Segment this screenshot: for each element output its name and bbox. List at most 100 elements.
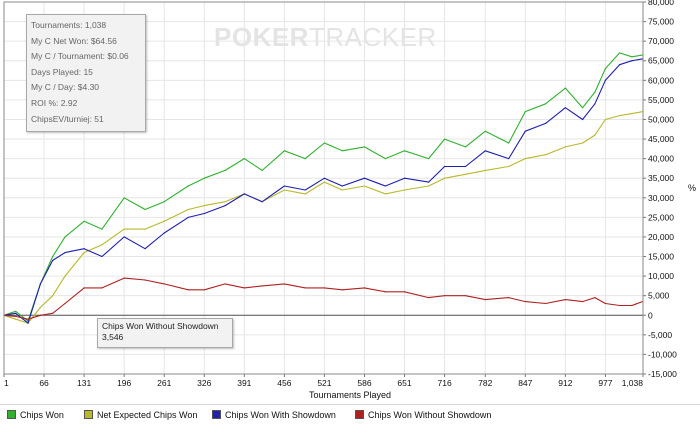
data-point-chips-won-with-showdown (203, 212, 205, 215)
data-point-chips-won-with-showdown (39, 283, 41, 285)
data-point-chips-won-with-showdown (363, 177, 366, 179)
x-tick-label: 66 (39, 378, 49, 388)
legend-item-net-expected[interactable]: Net Expected Chips Won (84, 410, 197, 420)
legend-item-chips-won[interactable]: Chips Won (7, 410, 64, 420)
data-point-chips-won-without-showdown (323, 287, 326, 289)
data-point-chips-won-with-showdown (224, 205, 226, 207)
data-point-net-expected-chips-won (144, 228, 146, 230)
data-point-chips-won (243, 158, 245, 160)
data-point-chips-won (508, 142, 510, 144)
data-point-chips-won (618, 52, 621, 54)
x-tick-label: 847 (518, 378, 532, 388)
data-point-chips-won (341, 150, 343, 152)
data-point-chips-won-without-showdown (261, 285, 263, 287)
data-point-net-expected-chips-won (631, 113, 633, 115)
data-point-chips-won (64, 236, 66, 238)
data-point-chips-won-with-showdown (163, 232, 165, 234)
data-point-net-expected-chips-won (582, 142, 584, 144)
data-point-chips-won-without-showdown (443, 295, 446, 297)
data-point-chips-won-with-showdown (582, 118, 584, 121)
legend-item-without-showdown[interactable]: Chips Won Without Showdown (355, 410, 491, 420)
legend-swatch-net-expected (84, 410, 93, 419)
data-point-chips-won-without-showdown (39, 314, 41, 316)
data-point-chips-won-with-showdown (508, 158, 510, 160)
data-point-chips-won-with-showdown (618, 64, 621, 66)
data-point-chips-won-without-showdown (604, 302, 607, 305)
data-point-chips-won (384, 158, 387, 160)
data-point-chips-won (83, 220, 85, 222)
data-point-chips-won-without-showdown (27, 318, 29, 320)
data-point-net-expected-chips-won (384, 193, 387, 195)
data-point-chips-won-without-showdown (341, 289, 343, 291)
data-point-net-expected-chips-won (427, 185, 430, 187)
data-point-chips-won (564, 87, 566, 89)
data-point-chips-won-with-showdown (403, 177, 406, 179)
data-point-chips-won-with-showdown (64, 252, 66, 254)
watermark-part2: TRACKER (308, 22, 437, 52)
data-point-net-expected-chips-won (403, 189, 406, 191)
y-tick-label: 75,000 (648, 17, 674, 27)
y-tick-label: -10,000 (648, 349, 677, 359)
data-point-net-expected-chips-won (443, 177, 446, 179)
data-point-chips-won (224, 169, 226, 171)
data-point-chips-won-without-showdown (163, 283, 165, 285)
legend-swatch-chips-won (7, 410, 16, 419)
stat-chips-ev: ChipsEV/turniej: 51 (31, 113, 104, 124)
data-point-chips-won-with-showdown (604, 79, 607, 81)
data-point-chips-won (524, 111, 526, 113)
data-point-net-expected-chips-won (323, 181, 326, 183)
data-point-chips-won (101, 228, 103, 230)
y-tick-label: -5,000 (648, 330, 672, 340)
data-point-chips-won-without-showdown (203, 289, 205, 291)
y-tick-label: 65,000 (648, 56, 674, 66)
data-point-net-expected-chips-won (594, 134, 596, 136)
y-tick-label: 30,000 (648, 193, 674, 203)
x-axis-title: Tournaments Played (308, 390, 392, 400)
x-tick-label: 651 (397, 378, 411, 388)
x-tick-label: 521 (317, 378, 331, 388)
y-tick-label: 60,000 (648, 75, 674, 85)
data-point-chips-won (123, 197, 125, 199)
data-point-chips-won-without-showdown (101, 287, 103, 289)
x-tick-label: 326 (197, 378, 211, 388)
y-tick-label: 45,000 (648, 134, 674, 144)
tooltip-title: Chips Won Without Showdown (102, 321, 219, 331)
data-point-chips-won-without-showdown (283, 283, 285, 285)
legend-item-with-showdown[interactable]: Chips Won With Showdown (212, 410, 336, 420)
data-point-chips-won-without-showdown (64, 302, 66, 305)
data-point-chips-won-without-showdown (631, 304, 633, 307)
data-point-chips-won (203, 177, 205, 179)
data-point-chips-won-with-showdown (564, 107, 566, 109)
data-point-chips-won-with-showdown (144, 248, 146, 250)
x-tick-label: 716 (437, 378, 451, 388)
data-point-chips-won-without-showdown (594, 297, 596, 299)
y-tick-label: 20,000 (648, 232, 674, 242)
plot-border (3, 1, 644, 375)
x-tick-label: 782 (478, 378, 492, 388)
data-point-chips-won-with-showdown (83, 248, 85, 250)
data-point-chips-won-with-showdown (484, 150, 486, 152)
data-point-chips-won (304, 158, 306, 160)
data-point-chips-won-with-showdown (283, 185, 285, 187)
data-point-chips-won-with-showdown (524, 130, 526, 132)
data-point-chips-won-without-showdown (187, 289, 189, 291)
legend-label-with-showdown: Chips Won With Showdown (225, 410, 336, 420)
data-point-chips-won-without-showdown (243, 287, 245, 289)
data-point-chips-won-with-showdown (52, 259, 54, 262)
tooltip-value: 3,546 (102, 332, 124, 342)
data-point-chips-won (631, 56, 633, 58)
x-tick-label: 131 (77, 378, 91, 388)
stat-per-day: My C / Day: $4.30 (31, 82, 100, 93)
legend-swatch-without-showdown (355, 410, 364, 419)
y-tick-label: 15,000 (648, 252, 674, 262)
data-point-chips-won-without-showdown (508, 297, 510, 299)
data-point-chips-won (427, 158, 430, 160)
data-point-net-expected-chips-won (163, 220, 165, 222)
data-point-chips-won (187, 185, 189, 187)
legend-swatch-with-showdown (212, 410, 221, 419)
y-unit-label: % (688, 183, 697, 193)
y-tick-label: 55,000 (648, 95, 674, 105)
data-point-chips-won-without-showdown (123, 277, 125, 279)
data-point-net-expected-chips-won (83, 252, 85, 254)
legend-label-without-showdown: Chips Won Without Showdown (368, 410, 492, 420)
